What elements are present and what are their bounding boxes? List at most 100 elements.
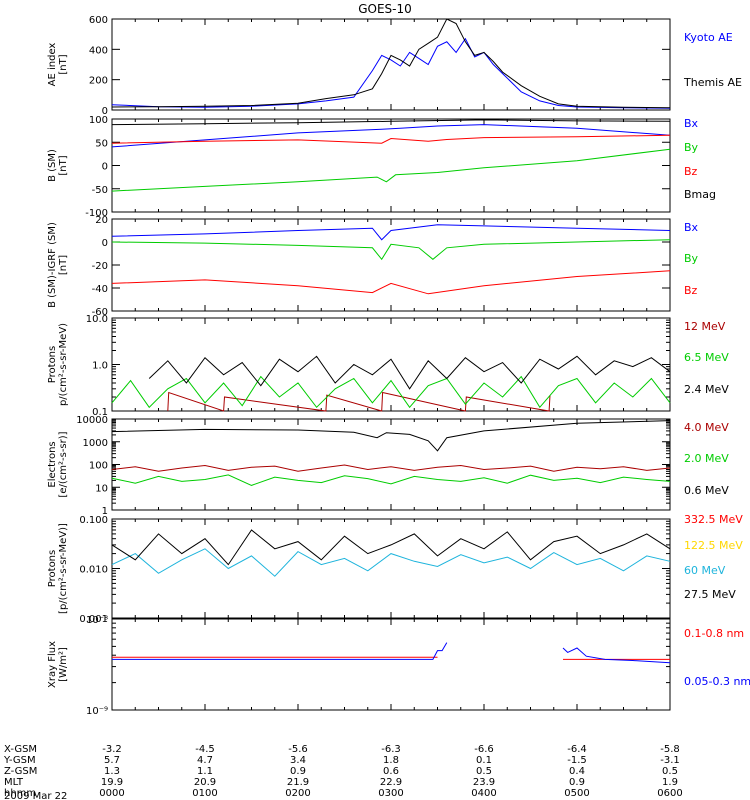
y-tick-label: -60 [92, 307, 108, 318]
y-axis-label: B (SM)-IGRF (SM)[nT] [47, 222, 69, 308]
xaxis-value: 5.7 [104, 755, 120, 766]
panel-frame [111, 18, 671, 111]
legend-2-0-mev: 2.0 MeV [684, 452, 729, 465]
xaxis-value: -5.6 [288, 744, 308, 755]
xaxis-value: -4.5 [195, 744, 215, 755]
y-tick-label: 200 [89, 76, 108, 87]
xaxis-value: 0300 [378, 788, 403, 799]
xaxis-row-label: X-GSM [4, 744, 37, 755]
y-tick-label: -40 [92, 284, 108, 295]
legend-27-5-mev: 27.5 MeV [684, 588, 736, 601]
series-line-bx [111, 224, 671, 241]
y-tick-label: 1 [102, 506, 108, 517]
legend-60-mev: 60 MeV [684, 564, 726, 577]
series-line-27-5-mev [111, 529, 671, 566]
xaxis-value: -6.3 [381, 744, 401, 755]
y-tick-label: 10000 [76, 415, 108, 426]
y-tick-label: 10⁻⁹ [86, 706, 108, 717]
xaxis-value: 0.1 [476, 755, 492, 766]
legend-bx: Bx [684, 117, 699, 130]
xaxis-value: 1.9 [662, 777, 678, 788]
y-tick-label: -20 [92, 261, 108, 272]
y-tick-label: 0.001 [79, 614, 108, 625]
xaxis-value: -6.6 [474, 744, 494, 755]
y-tick-label: 0 [102, 162, 108, 173]
xaxis-value: 0.6 [383, 766, 399, 777]
y-tick-label: 0.100 [79, 515, 108, 526]
y-axis-label: AE index[nT] [47, 43, 69, 87]
panel-frame [111, 518, 671, 619]
panel-7: 10⁻⁹ 10⁻⁸ Xray Flux[W/m²] 0.1-0.8 nm 0.05-0.… [47, 615, 750, 717]
panel-3: -60 -40 -20 0 20 B (SM)-IGRF (SM)[nT] Bx By Bz [47, 215, 699, 318]
legend-by: By [684, 141, 699, 154]
xaxis-value: 0.9 [290, 766, 306, 777]
plot-title: GOES-10 [358, 2, 412, 16]
y-tick-label: 10 [95, 483, 108, 494]
xaxis-value: 0400 [471, 788, 496, 799]
legend-kyoto-ae: Kyoto AE [684, 31, 733, 44]
series-line-bx [111, 124, 671, 148]
series-line-2-0-mev [111, 474, 671, 486]
series-line-6-5-mev [111, 375, 671, 409]
panel-frame [111, 317, 671, 412]
series-line-bmag [111, 119, 671, 126]
panel-5: 1 10 100 1000 10000 Electrons[e/(cm²-s-sr)] 4.… [47, 415, 729, 517]
y-tick-label: -100 [85, 208, 108, 219]
y-tick-label: 10.0 [86, 314, 108, 325]
y-tick-label: 100 [89, 461, 108, 472]
legend-4-0-mev: 4.0 MeV [684, 421, 729, 434]
y-tick-label: 10⁻⁸ [86, 615, 108, 626]
xaxis-row-label: MLT [4, 777, 24, 788]
y-axis-label: Xray Flux[W/m²] [47, 641, 69, 688]
legend-by: By [684, 252, 699, 265]
xaxis-value: -1.5 [567, 755, 587, 766]
y-tick-label: 50 [95, 138, 108, 149]
xaxis-value: 23.9 [473, 777, 495, 788]
y-axis-label: B (SM)[nT] [47, 149, 69, 182]
xaxis-value: -5.8 [660, 744, 680, 755]
series-line-themis-ae [111, 18, 671, 109]
panel-frame [111, 618, 671, 711]
xaxis-value: 0500 [564, 788, 589, 799]
y-tick-label: 0 [102, 238, 108, 249]
xaxis-value: -3.2 [102, 744, 122, 755]
legend-12-mev: 12 MeV [684, 320, 726, 333]
date-label: 2009 Mar 22 [4, 791, 67, 800]
y-tick-label: -50 [92, 185, 108, 196]
legend-bmag: Bmag [684, 188, 716, 201]
x-axis-table: X-GSM -3.2 -4.5 -5.6 -6.3 -6.6 -6.4 -5.8 Y-GSM 5.… [3, 744, 683, 800]
series-line-0-05-0-3-nm [112, 642, 671, 664]
xaxis-value: 4.7 [197, 755, 213, 766]
xaxis-value: 1.8 [383, 755, 399, 766]
xaxis-row-label: Z-GSM [4, 766, 37, 777]
xaxis-value: -3.1 [660, 755, 680, 766]
legend-bx: Bx [684, 221, 699, 234]
series-line-bz [111, 134, 671, 144]
panel-frame [111, 218, 671, 312]
y-tick-label: 0.1 [92, 407, 108, 418]
y-tick-label: 100 [89, 115, 108, 126]
xaxis-value: 0600 [657, 788, 682, 799]
y-axis-label: Protonsp/(cm²-s-sr-MeV) [47, 323, 69, 406]
series-line-12-mev [167, 391, 551, 412]
series-line-by [111, 239, 671, 261]
legend-bz: Bz [684, 165, 698, 178]
xaxis-value: 1.3 [104, 766, 120, 777]
series-line-by [111, 148, 671, 192]
legend-bz: Bz [684, 284, 698, 297]
legend-0-6-mev: 0.6 MeV [684, 484, 729, 497]
panel-2: -100 -50 0 50 100 B (SM)[nT] Bx By Bz Bmag [47, 115, 716, 219]
y-tick-label: 1000 [83, 438, 108, 449]
series-line-kyoto-ae [111, 37, 671, 109]
y-axis-label: Protons[p/(cm²-s-sr-MeV)] [47, 523, 69, 614]
xaxis-row-label: hhmm [4, 788, 36, 799]
series-line-60-mev [111, 548, 671, 577]
y-tick-label: 600 [89, 15, 108, 26]
y-tick-label: 1.0 [92, 361, 108, 372]
series-line-4-0-mev [111, 464, 671, 472]
y-axis-label: Electrons[e/(cm²-s-sr)] [47, 431, 69, 497]
xaxis-value: 1.1 [197, 766, 213, 777]
panel-1: 0 200 400 600 AE index[nT] Kyoto AE Themis AE [47, 15, 742, 117]
